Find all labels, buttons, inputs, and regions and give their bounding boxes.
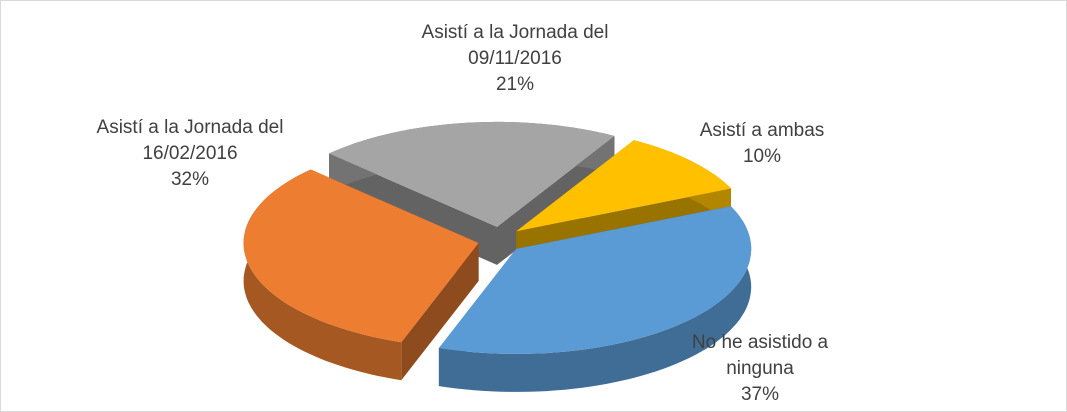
value-label: 21% xyxy=(495,74,535,95)
slice-wall xyxy=(438,206,752,392)
category-label: Asistí a la Jornada del 09/11/2016 xyxy=(421,22,609,69)
value-label: 10% xyxy=(742,146,782,167)
data-label: No he asistido a ninguna 37% xyxy=(675,330,845,408)
data-label: Asistí a la Jornada del 16/02/2016 32% xyxy=(85,115,295,193)
data-label: Asistí a la Jornada del 09/11/2016 21% xyxy=(410,20,620,98)
data-label: Asistí a ambas 10% xyxy=(662,118,862,170)
pie-slice xyxy=(438,206,752,354)
value-label: 32% xyxy=(170,169,210,190)
pie-slice xyxy=(329,121,615,227)
pie-slice xyxy=(243,169,479,343)
category-label: Asistí a ambas xyxy=(699,120,825,141)
value-label: 37% xyxy=(740,384,780,405)
category-label: Asistí a la Jornada del 16/02/2016 xyxy=(96,117,284,164)
slice-side xyxy=(401,243,479,381)
category-label: No he asistido a ninguna xyxy=(691,332,829,379)
pie-slice xyxy=(516,140,731,232)
